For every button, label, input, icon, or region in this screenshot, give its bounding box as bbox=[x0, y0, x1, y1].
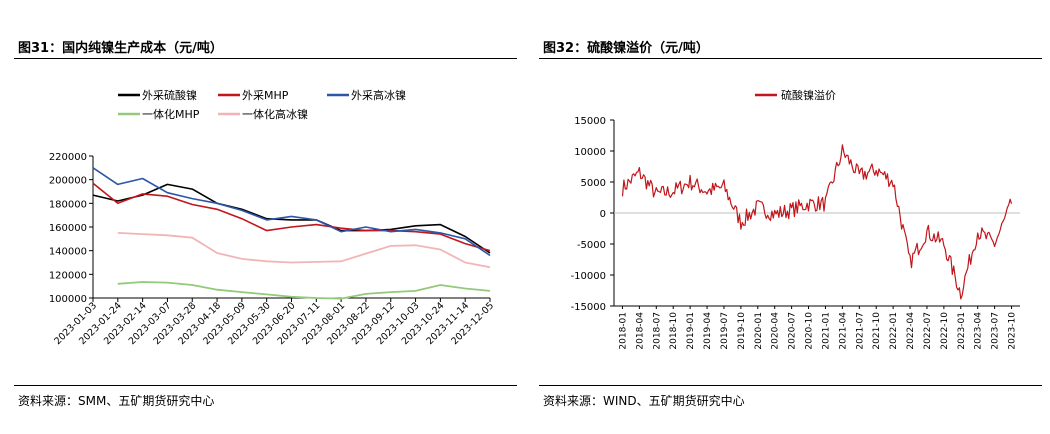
x-tick-label: 2019-10 bbox=[737, 312, 747, 350]
x-tick-label: 2021-01 bbox=[821, 312, 831, 350]
legend-label: 硫酸镍溢价 bbox=[781, 88, 836, 102]
title-rule bbox=[14, 58, 517, 59]
series-line bbox=[117, 281, 491, 300]
series-line bbox=[621, 144, 1013, 300]
x-tick-label: 2020-07 bbox=[788, 312, 798, 350]
right-chart-panel: 图32：硫酸镍溢价（元/吨） 15000 10000 5000 0 -5000 -1000… bbox=[525, 0, 1050, 434]
y-tick-label: 120000 bbox=[49, 270, 87, 281]
y-tick-label: 140000 bbox=[49, 247, 87, 258]
y-tick-label: -5000 bbox=[577, 240, 606, 251]
x-tick-label: 2022-10 bbox=[940, 312, 950, 350]
legend-label: 一体化MHP bbox=[142, 107, 200, 121]
legend-label: 外采MHP bbox=[242, 89, 289, 102]
y-tick-label: 15000 bbox=[574, 116, 606, 127]
series-line bbox=[92, 167, 491, 257]
y-tick-label: 160000 bbox=[49, 223, 87, 234]
y-tick-label: 200000 bbox=[49, 176, 87, 187]
x-tick-label: 2019-04 bbox=[703, 312, 713, 350]
legend-label: 一体化高冰镍 bbox=[242, 107, 308, 121]
x-tick-label: 2020-01 bbox=[754, 312, 764, 350]
x-tick-label: 2022-01 bbox=[889, 312, 899, 350]
x-tick-label: 2021-07 bbox=[855, 312, 865, 350]
x-tick-label: 2018-07 bbox=[652, 312, 662, 350]
y-tick-label: 180000 bbox=[49, 199, 87, 210]
x-tick-label: 2022-07 bbox=[923, 312, 933, 350]
x-tick-label: 2021-04 bbox=[838, 312, 848, 350]
legend-label: 外采高冰镍 bbox=[351, 88, 406, 102]
y-tick-label: 5000 bbox=[581, 178, 606, 189]
chart-title: 图31：国内纯镍生产成本（元/吨） bbox=[18, 41, 223, 56]
y-tick-label: 0 bbox=[600, 209, 606, 220]
x-tick-label: 2020-10 bbox=[805, 312, 815, 350]
x-tick-label: 2023-07 bbox=[991, 312, 1001, 350]
x-tick-label: 2022-04 bbox=[906, 312, 916, 350]
x-tick-label: 2018-04 bbox=[635, 312, 645, 350]
source-rule bbox=[539, 385, 1042, 386]
legend-label: 外采硫酸镍 bbox=[142, 88, 197, 102]
left-chart-panel: 图31：国内纯镍生产成本（元/吨） 220000 200000 180000 1600… bbox=[14, 41, 517, 408]
chart-source: 资料来源：SMM、五矿期货研究中心 bbox=[18, 394, 215, 408]
x-tick-label: 2018-01 bbox=[618, 312, 628, 350]
chart-title: 图32：硫酸镍溢价（元/吨） bbox=[543, 41, 709, 56]
x-tick-label: 2019-01 bbox=[686, 312, 696, 350]
x-tick-label: 2020-04 bbox=[771, 312, 781, 350]
x-tick-label: 2018-10 bbox=[669, 312, 679, 350]
x-tick-label: 2021-10 bbox=[872, 312, 882, 350]
x-tick-label: 2023-04 bbox=[974, 312, 984, 350]
x-tick-label: 2023-01 bbox=[957, 312, 967, 350]
chart-source: 资料来源：WIND、五矿期货研究中心 bbox=[543, 394, 745, 408]
x-tick-label: 2023-10 bbox=[1008, 312, 1018, 350]
source-rule bbox=[14, 385, 517, 386]
y-tick-label: 100000 bbox=[49, 294, 87, 305]
x-tick-label: 2019-07 bbox=[720, 312, 730, 350]
y-tick-label: 10000 bbox=[574, 147, 606, 158]
y-tick-label: -15000 bbox=[571, 302, 606, 313]
nickel-cost-line-chart: 220000 200000 180000 160000 140000 120000 1000… bbox=[49, 88, 496, 347]
title-rule bbox=[539, 58, 1042, 59]
series-line bbox=[92, 182, 491, 252]
y-tick-label: 220000 bbox=[49, 152, 87, 163]
nickel-sulfate-premium-line-chart: 15000 10000 5000 0 -5000 -10000 -15000 2018-01 2… bbox=[571, 88, 1020, 350]
series-line bbox=[117, 232, 491, 269]
y-tick-label: -10000 bbox=[571, 271, 606, 282]
